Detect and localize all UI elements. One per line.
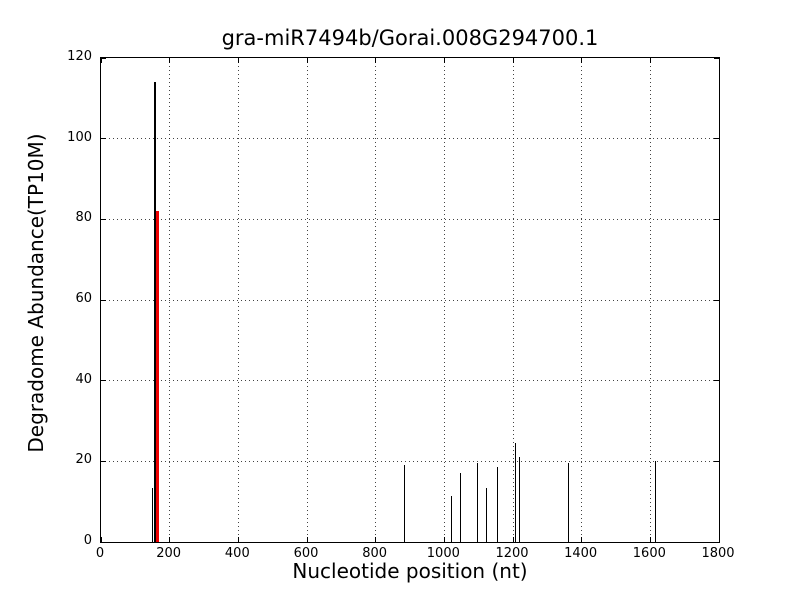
gridline-horizontal [101,138,719,140]
y-tick-label: 0 [83,533,92,548]
y-tick-mark-right [714,57,719,59]
y-tick-mark-right [714,299,719,301]
x-tick-mark [169,537,171,542]
x-tick-mark [718,537,720,542]
y-tick-mark [101,57,106,59]
x-tick-mark-top [306,58,308,63]
x-tick-label: 600 [293,546,319,561]
y-tick-label: 100 [67,129,92,145]
y-tick-mark-right [714,218,719,220]
stem-line [497,467,499,542]
y-tick-mark [101,460,106,462]
x-tick-mark-top [718,58,720,63]
y-tick-mark-right [714,541,719,543]
y-tick-mark [101,218,106,220]
x-tick-mark-top [581,58,583,63]
y-tick-mark-right [714,460,719,462]
stem-line [485,487,487,542]
x-tick-label: 1800 [701,546,735,561]
x-tick-mark [512,537,514,542]
stem-line-highlight [156,211,160,542]
y-tick-mark-right [714,138,719,140]
y-tick-label: 80 [75,210,92,226]
x-tick-mark [100,537,102,542]
gridline-horizontal [101,218,719,220]
y-axis-label: Degradome Abundance(TP10M) [24,133,48,453]
x-tick-mark [581,537,583,542]
x-tick-mark [443,537,445,542]
gridline-horizontal [101,460,719,462]
stem-line [154,82,157,542]
y-tick-mark [101,138,106,140]
stem-line [515,443,517,542]
x-tick-label: 800 [362,546,388,561]
x-tick-label: 200 [156,546,182,561]
y-tick-mark [101,299,106,301]
x-tick-label: 1000 [426,546,460,561]
x-tick-mark [375,537,377,542]
stem-line [477,463,479,542]
x-tick-label: 0 [95,546,105,561]
x-tick-mark-top [443,58,445,63]
x-axis-label: Nucleotide position (nt) [292,559,528,583]
x-tick-mark [237,537,239,542]
x-tick-label: 1600 [632,546,666,561]
y-tick-label: 120 [67,49,92,64]
x-tick-mark-top [649,58,651,63]
y-tick-label: 20 [75,452,92,468]
x-tick-mark-top [169,58,171,63]
x-tick-label: 1400 [564,546,598,561]
y-tick-mark [101,541,106,543]
x-tick-mark [649,537,651,542]
x-tick-mark-top [375,58,377,63]
stem-line [459,473,461,542]
stem-line [152,487,154,542]
x-tick-label: 400 [224,546,250,561]
stem-line [567,463,569,542]
x-tick-mark-top [100,58,102,63]
plot-inner [100,57,720,543]
stem-line [654,461,656,542]
y-tick-mark-right [714,380,719,382]
gridline-horizontal [101,380,719,382]
stem-line [451,495,453,542]
y-tick-label: 40 [75,371,92,387]
x-tick-mark-top [512,58,514,63]
plot-area [100,57,720,543]
gridline-horizontal [101,299,719,301]
stem-line [404,465,406,542]
stem-line [519,457,521,542]
x-tick-label: 1200 [495,546,529,561]
y-tick-mark [101,380,106,382]
x-tick-mark-top [237,58,239,63]
y-tick-label: 60 [75,291,92,306]
x-tick-mark [306,537,308,542]
chart-title: gra-miR7494b/Gorai.008G294700.1 [221,26,599,50]
